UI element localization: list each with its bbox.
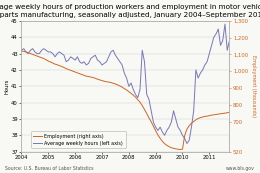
- Employment (right axis): [82, 74, 86, 76]
- Legend: Employment (right axis), Average weekly hours (left axis): Employment (right axis), Average weekly …: [31, 131, 126, 148]
- Average weekly hours (left axis): [123, 72, 126, 74]
- Line: Average weekly hours (left axis): Average weekly hours (left axis): [22, 24, 245, 144]
- Y-axis label: Hours: Hours: [4, 79, 9, 94]
- Text: Source: U.S. Bureau of Labor Statistics: Source: U.S. Bureau of Labor Statistics: [5, 166, 94, 171]
- Employment (right axis): [228, 111, 231, 113]
- Average weekly hours (left axis): [177, 126, 180, 128]
- Average weekly hours (left axis): [20, 49, 23, 51]
- Text: www.bls.gov: www.bls.gov: [226, 166, 255, 171]
- Average weekly hours (left axis): [244, 56, 247, 58]
- Employment (right axis): [152, 125, 155, 127]
- Average weekly hours (left axis): [190, 126, 193, 128]
- Employment (right axis): [248, 107, 251, 110]
- Employment (right axis): [179, 148, 182, 151]
- Title: Average weekly hours of production workers and employment in motor vehicle
and p: Average weekly hours of production worke…: [0, 4, 260, 18]
- Employment (right axis): [235, 110, 238, 112]
- Y-axis label: Employment (thousands): Employment (thousands): [251, 55, 256, 117]
- Average weekly hours (left axis): [76, 56, 79, 58]
- Employment (right axis): [223, 112, 226, 114]
- Average weekly hours (left axis): [185, 143, 188, 145]
- Employment (right axis): [20, 50, 23, 52]
- Average weekly hours (left axis): [154, 126, 157, 128]
- Line: Employment (right axis): Employment (right axis): [22, 51, 250, 149]
- Average weekly hours (left axis): [223, 23, 226, 25]
- Employment (right axis): [230, 111, 233, 113]
- Average weekly hours (left axis): [36, 53, 39, 55]
